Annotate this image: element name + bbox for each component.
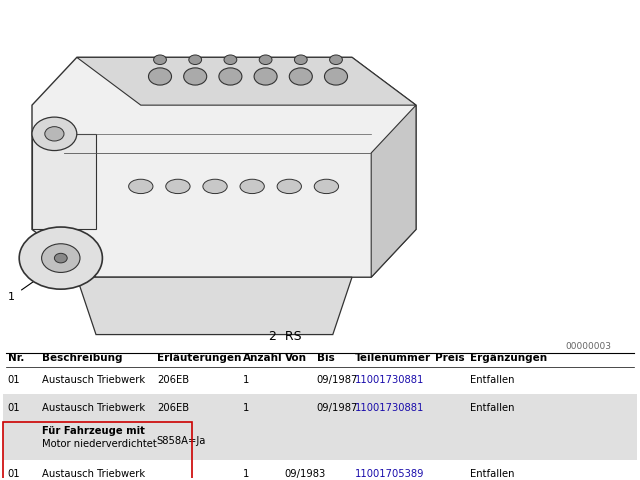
Circle shape: [32, 117, 77, 151]
Text: Austausch Triebwerk: Austausch Triebwerk: [42, 403, 145, 413]
Text: 1: 1: [243, 403, 250, 413]
Bar: [3, 394, 637, 422]
Circle shape: [45, 127, 64, 141]
Text: Bis: Bis: [317, 353, 335, 363]
Text: 1: 1: [243, 469, 250, 479]
Bar: [3, 367, 637, 394]
Text: 11001705389: 11001705389: [355, 469, 425, 479]
Text: 09/1987: 09/1987: [317, 403, 358, 413]
Bar: [3, 422, 192, 480]
Text: 11001730881: 11001730881: [355, 403, 424, 413]
Text: Austausch Triebwerk: Austausch Triebwerk: [42, 469, 145, 479]
Ellipse shape: [129, 179, 153, 193]
Ellipse shape: [240, 179, 264, 193]
Circle shape: [154, 55, 166, 64]
Text: Für Fahrzeuge mit: Für Fahrzeuge mit: [42, 426, 145, 436]
Circle shape: [289, 68, 312, 85]
Text: Von: Von: [285, 353, 307, 363]
Polygon shape: [77, 277, 352, 335]
Text: Erläuterungen: Erläuterungen: [157, 353, 241, 363]
Circle shape: [19, 227, 102, 289]
Circle shape: [42, 244, 80, 273]
Text: Entfallen: Entfallen: [470, 469, 515, 479]
Text: 00000003: 00000003: [566, 342, 612, 351]
Circle shape: [148, 68, 172, 85]
Text: 01: 01: [8, 375, 20, 385]
Polygon shape: [371, 105, 416, 277]
Text: Ergänzungen: Ergänzungen: [470, 353, 548, 363]
Text: Teilenummer: Teilenummer: [355, 353, 431, 363]
Text: Entfallen: Entfallen: [470, 375, 515, 385]
Circle shape: [189, 55, 202, 64]
Ellipse shape: [277, 179, 301, 193]
Circle shape: [184, 68, 207, 85]
Text: Austausch Triebwerk: Austausch Triebwerk: [42, 375, 145, 385]
Circle shape: [324, 68, 348, 85]
Text: 206EB: 206EB: [157, 403, 189, 413]
Polygon shape: [32, 57, 416, 277]
Polygon shape: [32, 134, 96, 229]
Bar: [3, 460, 637, 480]
Text: 09/1987: 09/1987: [317, 375, 358, 385]
Circle shape: [254, 68, 277, 85]
Circle shape: [224, 55, 237, 64]
Text: Motor niederverdichtet: Motor niederverdichtet: [42, 439, 156, 449]
Circle shape: [294, 55, 307, 64]
Circle shape: [330, 55, 342, 64]
Text: Beschreibung: Beschreibung: [42, 353, 122, 363]
Text: Entfallen: Entfallen: [470, 403, 515, 413]
Text: 2  RS: 2 RS: [269, 330, 301, 344]
Text: S858A=Ja: S858A=Ja: [157, 436, 206, 446]
Text: 01: 01: [8, 469, 20, 479]
Ellipse shape: [203, 179, 227, 193]
Circle shape: [219, 68, 242, 85]
Circle shape: [259, 55, 272, 64]
Text: 1: 1: [8, 292, 15, 302]
Text: 206EB: 206EB: [157, 375, 189, 385]
Text: Anzahl: Anzahl: [243, 353, 283, 363]
Circle shape: [54, 253, 67, 263]
Bar: [3, 422, 637, 460]
Text: 09/1983: 09/1983: [285, 469, 326, 479]
Text: 01: 01: [8, 403, 20, 413]
Text: 1: 1: [243, 375, 250, 385]
Text: Preis: Preis: [435, 353, 465, 363]
Polygon shape: [77, 57, 416, 105]
Ellipse shape: [166, 179, 190, 193]
Text: Nr.: Nr.: [8, 353, 24, 363]
Ellipse shape: [314, 179, 339, 193]
Text: 11001730881: 11001730881: [355, 375, 424, 385]
